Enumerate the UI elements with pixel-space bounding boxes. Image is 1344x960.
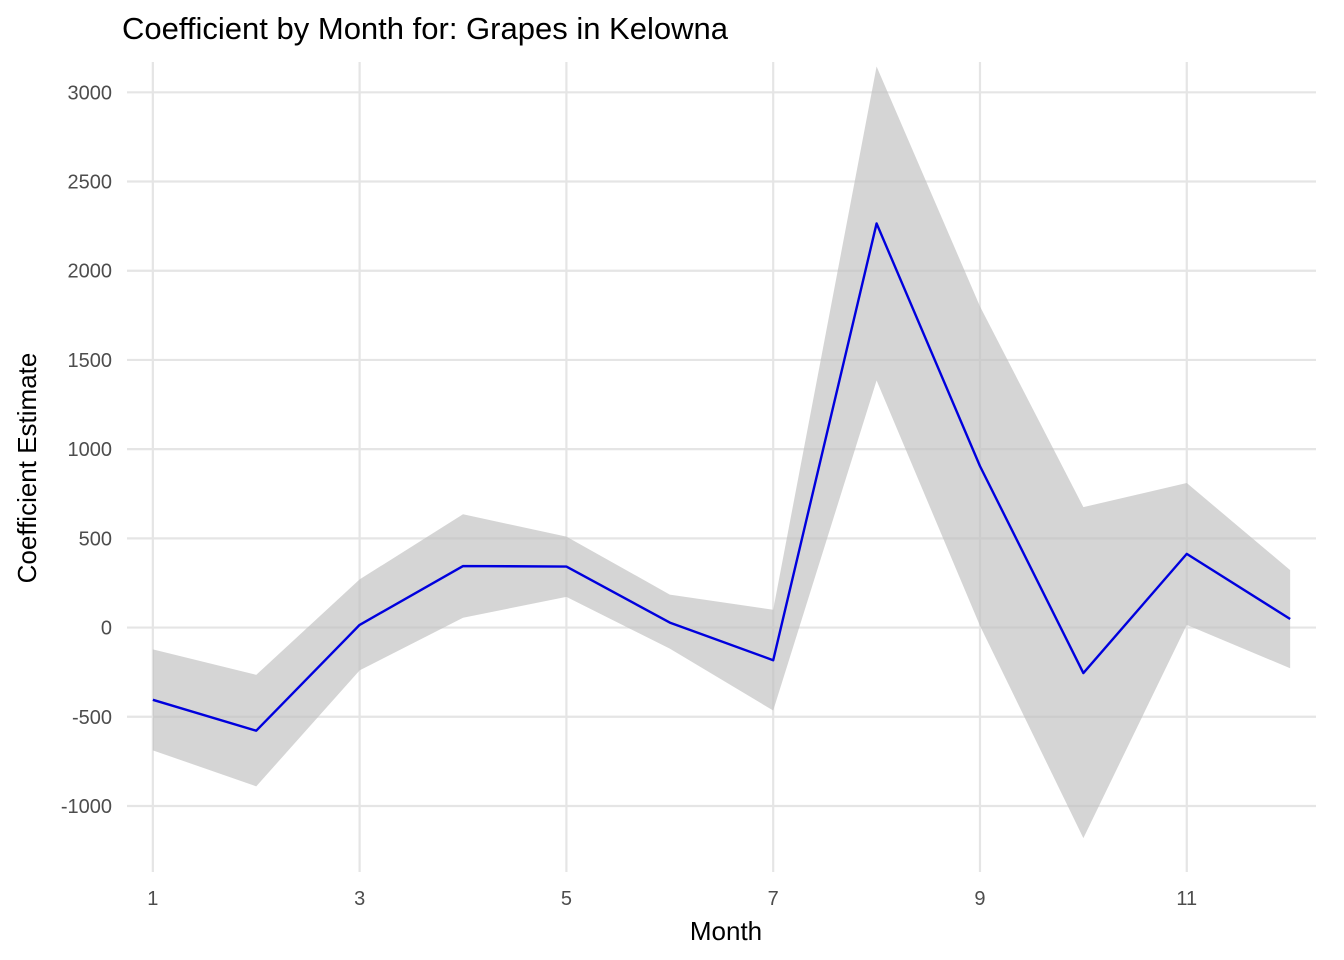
y-tick-label: 1500 xyxy=(68,350,113,372)
confidence-band xyxy=(152,66,1291,839)
chart-title: Coefficient by Month for: Grapes in Kelo… xyxy=(122,11,729,46)
y-tick-label: -500 xyxy=(72,707,112,729)
series-line xyxy=(152,222,1291,732)
y-tick-label: 500 xyxy=(79,528,112,550)
x-tick-label: 11 xyxy=(1176,888,1197,910)
y-tick-label: 2500 xyxy=(68,172,113,194)
y-tick-label: 0 xyxy=(101,618,112,640)
x-tick-label: 9 xyxy=(974,888,985,910)
x-axis-title: Month xyxy=(690,916,762,946)
series-line-layer xyxy=(152,222,1291,732)
confidence-band-layer xyxy=(152,66,1291,839)
y-axis-title: Coefficient Estimate xyxy=(12,353,42,584)
x-tick-label: 1 xyxy=(147,888,158,910)
y-tick-label: -1000 xyxy=(61,796,112,818)
x-tick-label: 5 xyxy=(561,888,572,910)
x-tick-label: 7 xyxy=(768,888,779,910)
tick-labels: -1000 -500 0 500 1000 1500 2000 2500 3000 1 3 5 7 9 11 xyxy=(61,82,1197,910)
x-tick-label: 3 xyxy=(354,888,365,910)
y-tick-label: 1000 xyxy=(68,439,113,461)
y-tick-label: 3000 xyxy=(68,82,113,104)
y-tick-label: 2000 xyxy=(68,261,113,283)
